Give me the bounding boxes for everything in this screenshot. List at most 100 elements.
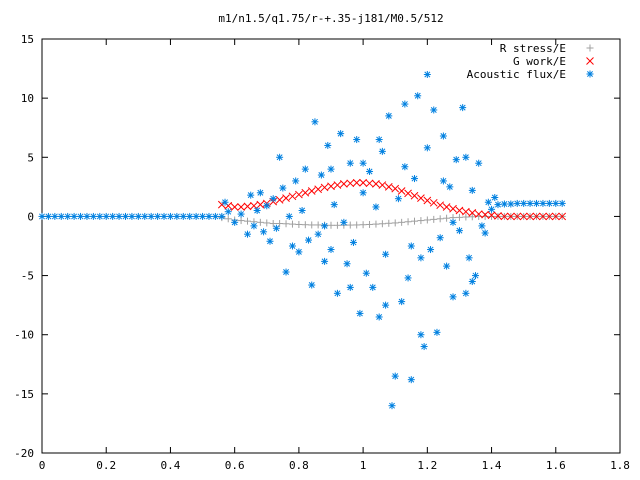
data-point (468, 209, 477, 217)
data-point (475, 159, 483, 167)
data-point (237, 210, 245, 218)
data-point (539, 199, 547, 207)
data-point (359, 189, 367, 197)
data-point (154, 212, 162, 220)
data-point (462, 289, 470, 297)
data-point (401, 100, 409, 108)
data-point (488, 205, 496, 213)
data-point (513, 199, 521, 207)
data-point (247, 191, 255, 199)
data-point (420, 343, 428, 351)
data-point (410, 175, 418, 183)
data-point (276, 220, 284, 228)
data-point (352, 178, 361, 187)
data-point (449, 293, 457, 301)
data-point (317, 171, 325, 179)
x-axis: 0 0.2 0.4 0.6 0.8 1 1.2 1.4 1.6 1.8 (39, 39, 630, 472)
data-point (192, 212, 200, 220)
data-point (147, 212, 155, 220)
data-point (256, 200, 265, 209)
data-point (275, 196, 284, 204)
data-point (481, 210, 489, 219)
data-point (321, 222, 329, 230)
data-point (414, 92, 422, 100)
data-point (337, 130, 345, 138)
data-point (427, 246, 435, 254)
data-point (314, 230, 322, 238)
data-point (404, 274, 412, 282)
y-tick-label: -10 (14, 329, 34, 342)
data-point (369, 283, 377, 291)
data-point (356, 309, 364, 317)
data-point (484, 198, 492, 206)
legend-marker (586, 44, 594, 52)
data-point (539, 212, 547, 221)
data-point (468, 277, 476, 285)
data-point (430, 215, 438, 223)
data-point (533, 199, 541, 207)
data-point (346, 283, 354, 291)
data-point (266, 237, 274, 245)
data-point (83, 212, 91, 220)
data-point (436, 201, 445, 210)
data-point (199, 212, 207, 220)
legend-marker (586, 57, 594, 65)
data-point (343, 260, 351, 268)
data-point (269, 220, 277, 228)
data-point (391, 184, 400, 193)
data-point (372, 180, 380, 188)
data-point (388, 402, 396, 410)
data-point (558, 212, 567, 221)
data-point (327, 165, 335, 173)
data-point (519, 212, 528, 221)
data-point (321, 257, 329, 265)
data-point (443, 214, 451, 222)
data-point (366, 220, 374, 228)
data-point (513, 212, 522, 221)
data-point (449, 218, 457, 226)
legend-label: R stress/E (500, 42, 566, 55)
data-point (327, 182, 335, 191)
data-point (186, 212, 194, 220)
data-point (398, 218, 406, 226)
data-point (433, 328, 441, 336)
data-point (488, 212, 496, 220)
data-point (491, 194, 499, 202)
data-point (378, 220, 386, 228)
data-point (545, 199, 553, 207)
data-point (429, 198, 438, 207)
data-point (57, 212, 65, 220)
data-point (346, 159, 354, 167)
data-point (237, 203, 245, 211)
data-point (250, 222, 258, 230)
data-point (282, 194, 290, 202)
data-point (520, 199, 528, 207)
y-tick-label: 5 (27, 151, 34, 164)
data-point (282, 268, 290, 276)
data-point (391, 219, 399, 227)
data-point (244, 217, 252, 225)
data-point (430, 106, 438, 114)
data-point (552, 199, 560, 207)
x-tick-label: 1 (360, 459, 367, 472)
data-point (404, 218, 412, 226)
data-point (353, 221, 361, 229)
data-point (375, 136, 383, 144)
data-point (160, 212, 168, 220)
data-point (378, 147, 386, 155)
data-point (330, 201, 338, 209)
x-tick-label: 0.6 (225, 459, 245, 472)
data-point (308, 221, 316, 229)
data-point (436, 234, 444, 242)
data-point (179, 212, 187, 220)
data-point (279, 184, 287, 192)
data-point (253, 207, 261, 215)
series-layer (38, 70, 567, 410)
data-point (89, 212, 97, 220)
data-point (260, 228, 268, 236)
data-point (285, 212, 293, 220)
data-point (295, 220, 303, 228)
data-point (366, 167, 374, 175)
y-tick-label: -5 (21, 270, 34, 283)
